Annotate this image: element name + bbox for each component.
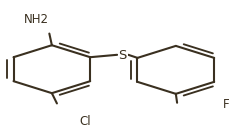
Text: S: S <box>118 49 127 62</box>
Text: Cl: Cl <box>79 115 90 128</box>
Text: NH2: NH2 <box>24 13 49 26</box>
Text: F: F <box>222 98 229 111</box>
